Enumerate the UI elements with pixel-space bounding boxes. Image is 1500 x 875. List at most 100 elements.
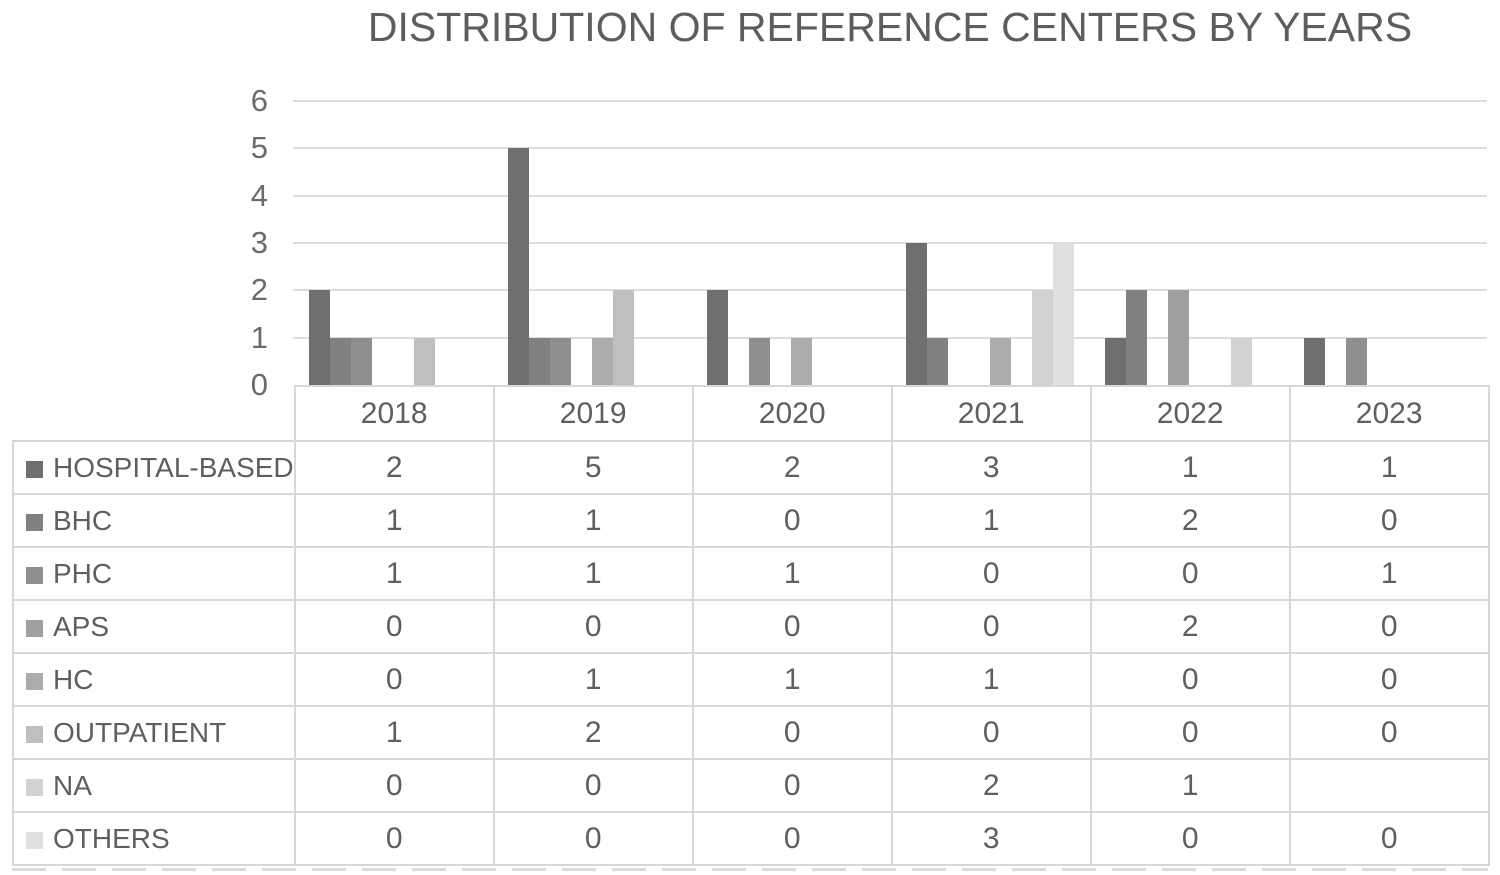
table-row-APS: APS 0 0 0 0 2 0 — [12, 599, 1490, 654]
cell-PHC-2019: 1 — [492, 546, 694, 601]
cell-NA-2022: 1 — [1089, 758, 1291, 813]
cell-PHC-2018: 1 — [293, 546, 495, 601]
legend-swatch-PHC — [26, 566, 43, 584]
bar-NA-2021 — [1031, 290, 1053, 385]
bar-HOSPITAL-BASED-2023 — [1303, 337, 1325, 385]
cell-HC-2018: 0 — [293, 652, 495, 707]
chart-title: DISTRIBUTION OF REFERENCE CENTERS BY YEA… — [367, 4, 1413, 50]
cell-APS-2021: 0 — [890, 599, 1092, 654]
y-tick-label-1: 1 — [250, 319, 268, 355]
cell-NA-2023 — [1288, 758, 1490, 813]
cell-HC-2023: 0 — [1288, 652, 1490, 707]
bar-OUTPATIENT-2018 — [413, 337, 435, 385]
bar-BHC-2018 — [329, 337, 351, 385]
y-tick-label-2: 2 — [250, 272, 268, 308]
cell-NA-2021: 2 — [890, 758, 1092, 813]
row-label-HOSPITAL-BASED: HOSPITAL-BASED — [12, 440, 296, 495]
table-col-header-2021: 2021 — [890, 385, 1092, 442]
series-name: PHC — [53, 557, 113, 589]
series-name: NA — [53, 769, 92, 801]
gridline-2 — [293, 289, 1487, 292]
cell-HOSPITAL-BASED-2020: 2 — [691, 440, 893, 495]
cell-OUTPATIENT-2020: 0 — [691, 705, 893, 760]
table-row-HOSPITAL-BASED: HOSPITAL-BASED 2 5 2 3 1 1 — [12, 440, 1490, 495]
bar-HC-2021 — [989, 337, 1011, 385]
bar-PHC-2020 — [748, 337, 770, 385]
cropped-bottom-border — [12, 868, 1488, 871]
legend-swatch-HC — [26, 672, 43, 690]
cell-HC-2021: 1 — [890, 652, 1092, 707]
bar-BHC-2021 — [926, 337, 948, 385]
legend-swatch-OTHERS — [26, 831, 43, 849]
cell-BHC-2018: 1 — [293, 493, 495, 548]
table-header-row: 2018 2019 2020 2021 2022 2023 — [13, 385, 1490, 442]
data-table: 2018 2019 2020 2021 2022 2023 HOSPITAL-BASED 2 5… — [12, 385, 1490, 866]
bar-HOSPITAL-BASED-2021 — [905, 243, 927, 385]
legend-swatch-BHC — [26, 513, 43, 531]
series-name: APS — [53, 610, 110, 642]
cell-OTHERS-2020: 0 — [691, 811, 893, 866]
y-tick-label-6: 6 — [250, 83, 268, 118]
y-tick-label-0: 0 — [250, 367, 268, 402]
row-label-APS: APS — [12, 599, 296, 654]
y-tick-label-3: 3 — [250, 225, 268, 260]
row-label-NA: NA — [12, 758, 296, 813]
table-col-header-2018: 2018 — [293, 385, 495, 442]
cell-BHC-2022: 2 — [1089, 493, 1291, 548]
bar-HOSPITAL-BASED-2019 — [507, 148, 529, 385]
cell-PHC-2022: 0 — [1089, 546, 1291, 601]
cell-HOSPITAL-BASED-2023: 1 — [1288, 440, 1490, 495]
series-name: HC — [53, 663, 94, 695]
cell-NA-2020: 0 — [691, 758, 893, 813]
table-row-PHC: PHC 1 1 1 0 0 1 — [12, 546, 1490, 601]
series-name: HOSPITAL-BASED — [53, 451, 294, 483]
cell-APS-2023: 0 — [1288, 599, 1490, 654]
cell-OUTPATIENT-2018: 1 — [293, 705, 495, 760]
cell-OUTPATIENT-2023: 0 — [1288, 705, 1490, 760]
row-label-PHC: PHC — [12, 546, 296, 601]
table-row-HC: HC 0 1 1 1 0 0 — [12, 652, 1490, 707]
cell-OUTPATIENT-2022: 0 — [1089, 705, 1291, 760]
cell-HOSPITAL-BASED-2021: 3 — [890, 440, 1092, 495]
cell-NA-2019: 0 — [492, 758, 694, 813]
cell-APS-2022: 2 — [1089, 599, 1291, 654]
bar-PHC-2019 — [549, 337, 571, 385]
table-col-header-2020: 2020 — [691, 385, 893, 442]
series-name: OTHERS — [53, 822, 170, 854]
gridline-6 — [293, 100, 1487, 102]
cell-BHC-2019: 1 — [492, 493, 694, 548]
row-label-BHC: BHC — [12, 493, 296, 548]
gridline-4 — [293, 194, 1487, 197]
cell-OUTPATIENT-2019: 2 — [492, 705, 694, 760]
cell-HC-2022: 0 — [1089, 652, 1291, 707]
table-corner-cell — [13, 386, 295, 441]
cell-HC-2019: 1 — [492, 652, 694, 707]
cell-HOSPITAL-BASED-2022: 1 — [1089, 440, 1291, 495]
cell-NA-2018: 0 — [293, 758, 495, 813]
table-col-header-2023: 2023 — [1288, 385, 1490, 442]
bar-NA-2022 — [1230, 337, 1252, 385]
bar-OTHERS-2021 — [1052, 243, 1074, 385]
series-name: OUTPATIENT — [53, 716, 227, 748]
cell-APS-2019: 0 — [492, 599, 694, 654]
gridline-3 — [293, 242, 1487, 244]
cell-APS-2020: 0 — [691, 599, 893, 654]
cell-PHC-2023: 1 — [1288, 546, 1490, 601]
bar-HC-2019 — [591, 337, 613, 385]
row-label-HC: HC — [12, 652, 296, 707]
legend-swatch-APS — [26, 619, 43, 637]
bar-HOSPITAL-BASED-2018 — [308, 290, 330, 385]
bar-PHC-2018 — [350, 337, 372, 385]
cell-OUTPATIENT-2021: 0 — [890, 705, 1092, 760]
table-row-OUTPATIENT: OUTPATIENT 1 2 0 0 0 0 — [12, 705, 1490, 760]
y-tick-label-5: 5 — [250, 130, 268, 166]
cell-APS-2018: 0 — [293, 599, 495, 654]
cell-OTHERS-2018: 0 — [293, 811, 495, 866]
table-row-OTHERS: OTHERS 0 0 0 3 0 0 — [12, 811, 1490, 866]
plot-area — [293, 100, 1487, 385]
cell-BHC-2023: 0 — [1288, 493, 1490, 548]
gridline-1 — [293, 336, 1487, 339]
cell-BHC-2021: 1 — [890, 493, 1092, 548]
table-col-header-2022: 2022 — [1089, 385, 1291, 442]
